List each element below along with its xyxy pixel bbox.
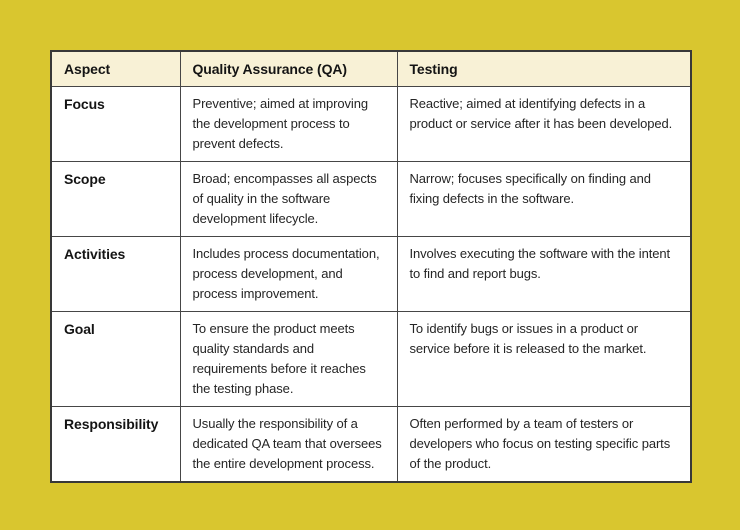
- activities-qa-cell: Includes process documentation, process …: [179, 236, 398, 312]
- row-label-responsibility: Responsibility: [50, 406, 181, 483]
- row-label-scope: Scope: [50, 161, 181, 237]
- goal-testing-cell: To identify bugs or issues in a product …: [396, 311, 692, 407]
- table-row-goal: Goal To ensure the product meets quality…: [50, 311, 692, 407]
- comparison-table-container: Aspect Quality Assurance (QA) Testing Fo…: [50, 50, 692, 483]
- row-label-activities: Activities: [50, 236, 181, 312]
- table-row-focus: Focus Preventive; aimed at improving the…: [50, 86, 692, 162]
- table-row-responsibility: Responsibility Usually the responsibilit…: [50, 406, 692, 483]
- row-label-goal: Goal: [50, 311, 181, 407]
- scope-testing-cell: Narrow; focuses specifically on finding …: [396, 161, 692, 237]
- responsibility-testing-cell: Often performed by a team of testers or …: [396, 406, 692, 483]
- goal-qa-cell: To ensure the product meets quality stan…: [179, 311, 398, 407]
- focus-qa-cell: Preventive; aimed at improving the devel…: [179, 86, 398, 162]
- activities-testing-cell: Involves executing the software with the…: [396, 236, 692, 312]
- column-header-qa: Quality Assurance (QA): [179, 50, 398, 87]
- table-row-scope: Scope Broad; encompasses all aspects of …: [50, 161, 692, 237]
- scope-qa-cell: Broad; encompasses all aspects of qualit…: [179, 161, 398, 237]
- responsibility-qa-cell: Usually the responsibility of a dedicate…: [179, 406, 398, 483]
- table-row-activities: Activities Includes process documentatio…: [50, 236, 692, 312]
- column-header-aspect: Aspect: [50, 50, 181, 87]
- focus-testing-cell: Reactive; aimed at identifying defects i…: [396, 86, 692, 162]
- column-header-testing: Testing: [396, 50, 692, 87]
- header-row: Aspect Quality Assurance (QA) Testing: [50, 50, 692, 87]
- qa-vs-testing-table: Aspect Quality Assurance (QA) Testing Fo…: [50, 50, 692, 483]
- row-label-focus: Focus: [50, 86, 181, 162]
